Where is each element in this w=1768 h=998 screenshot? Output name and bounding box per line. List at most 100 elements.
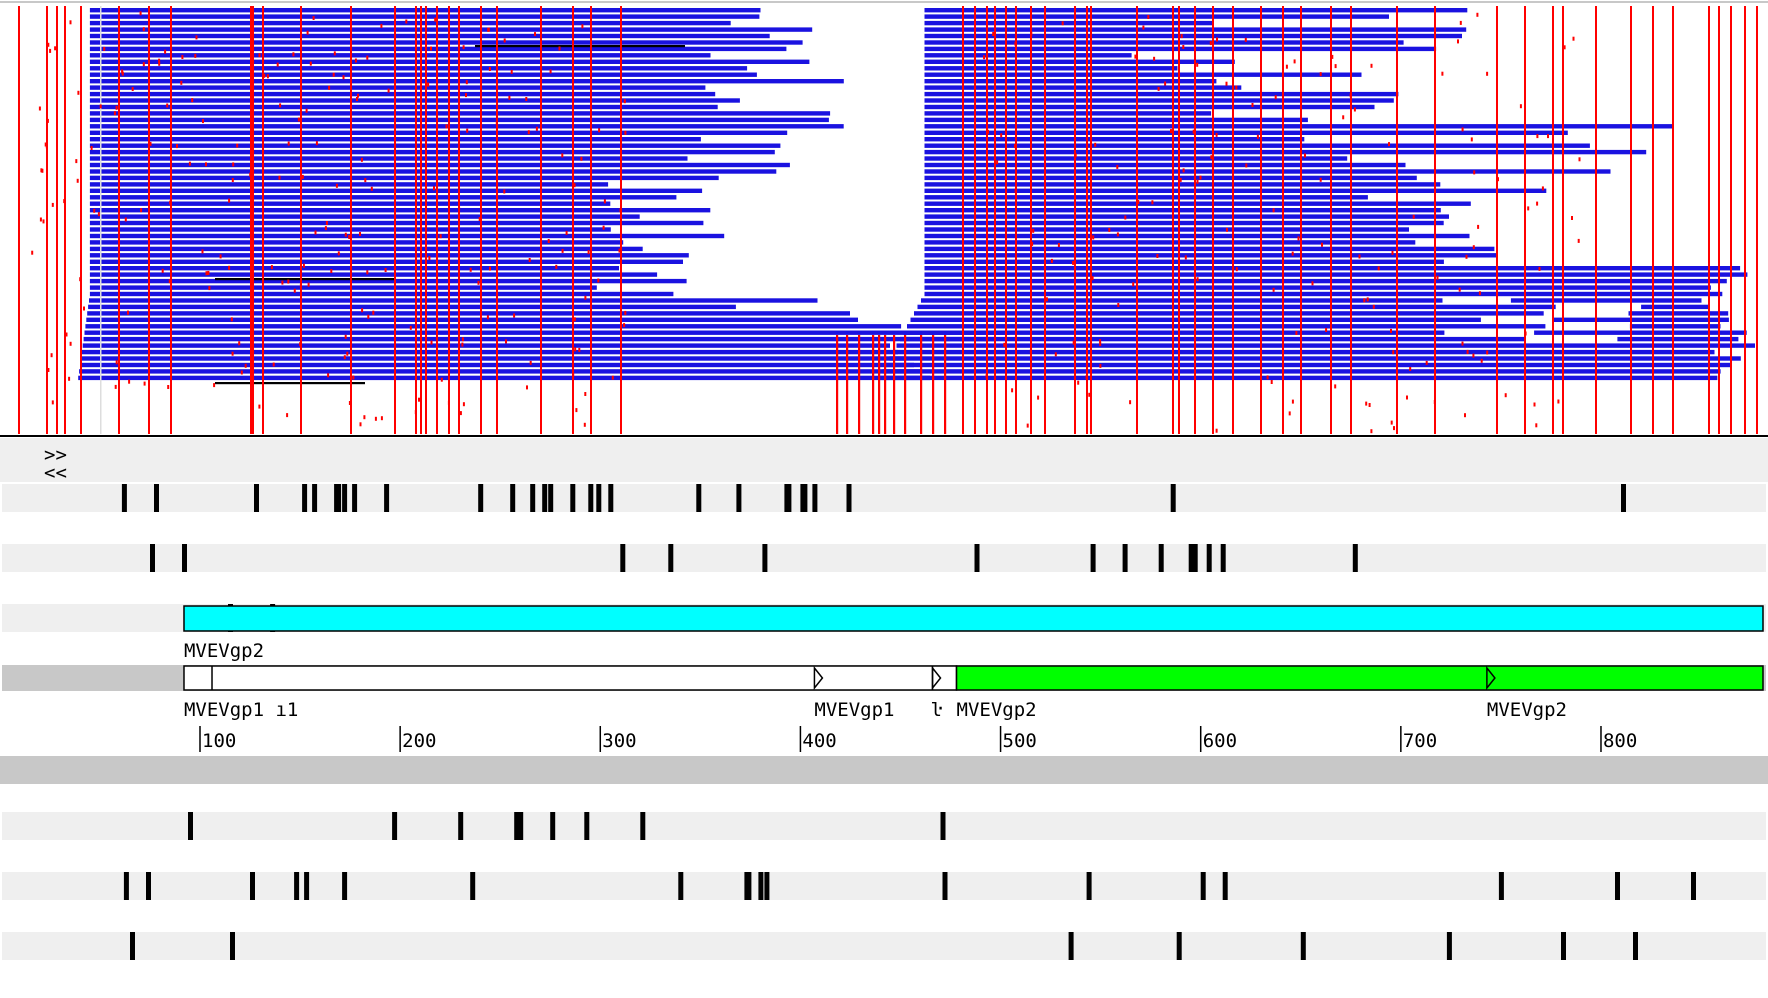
read[interactable] [89,53,711,58]
read[interactable] [89,14,760,19]
stop-codon[interactable] [312,484,318,512]
read[interactable] [893,349,1715,355]
stop-codon[interactable] [1446,932,1452,960]
read[interactable] [89,98,740,103]
stop-codon[interactable] [1633,932,1638,960]
stop-codon[interactable] [458,812,464,840]
read[interactable] [89,149,775,155]
read[interactable] [889,356,1741,361]
stop-codon[interactable] [802,484,808,512]
read[interactable] [89,246,643,252]
read[interactable] [924,214,1450,219]
read[interactable] [89,27,813,32]
read[interactable] [924,253,1498,258]
stop-codon[interactable] [518,812,524,840]
read[interactable] [89,208,711,213]
stop-codon[interactable] [764,872,770,900]
read[interactable] [910,317,1729,322]
stop-codon[interactable] [974,544,980,572]
stop-codon[interactable] [942,872,948,900]
read[interactable] [896,343,1756,348]
read[interactable] [89,66,748,71]
gene-mvevgp1-box[interactable] [183,665,958,691]
stop-codon[interactable] [182,544,187,572]
stop-codon[interactable] [1158,544,1164,572]
stop-codon[interactable] [620,544,626,572]
read[interactable] [924,72,1362,77]
stop-codon[interactable] [254,484,259,512]
read[interactable] [924,143,1590,148]
stop-codon[interactable] [758,872,764,900]
read[interactable] [89,33,770,39]
read[interactable] [900,336,1739,342]
stop-codon[interactable] [640,812,646,840]
stop-codon[interactable] [384,484,390,512]
read[interactable] [924,233,1470,239]
read[interactable] [914,311,1729,316]
stop-codon[interactable] [510,484,516,512]
read[interactable] [89,195,677,200]
read[interactable] [924,14,1390,19]
read[interactable] [924,79,1217,84]
read[interactable] [924,98,1394,103]
stop-codon[interactable] [786,484,792,512]
read[interactable] [89,240,624,245]
read[interactable] [89,72,757,77]
stop-codon[interactable] [1352,544,1358,572]
read[interactable] [907,324,1721,329]
read[interactable] [89,162,790,168]
stop-codon[interactable] [230,932,235,960]
stop-codon[interactable] [668,544,674,572]
stop-codon[interactable] [392,812,398,840]
stop-codon[interactable] [696,484,702,512]
read[interactable] [924,169,1611,174]
read[interactable] [89,182,609,187]
stop-codon[interactable] [736,484,742,512]
stop-codon[interactable] [1090,544,1096,572]
read[interactable] [924,156,1348,161]
read[interactable] [924,111,1212,116]
read[interactable] [924,124,1673,129]
stop-codon[interactable] [302,484,308,512]
stop-codon[interactable] [584,812,590,840]
read[interactable] [924,175,1417,181]
stop-codon[interactable] [1220,544,1226,572]
read[interactable] [89,85,706,90]
stop-codon[interactable] [146,872,151,900]
read[interactable] [924,266,1741,271]
read[interactable] [924,130,1568,135]
stop-codon[interactable] [940,812,946,840]
stop-codon[interactable] [1621,484,1626,512]
stop-codon[interactable] [762,544,768,572]
scroll-right-control[interactable]: >> [44,444,67,466]
stop-codon[interactable] [1176,932,1182,960]
read[interactable] [924,272,1748,277]
read[interactable] [924,220,1444,226]
stop-codon[interactable] [478,484,484,512]
read[interactable] [89,233,725,239]
stop-codon[interactable] [1200,872,1206,900]
read[interactable] [924,201,1471,206]
stop-codon[interactable] [336,484,342,512]
stop-codon[interactable] [542,484,548,512]
gene-mvevgp2-box[interactable] [955,665,1764,691]
stop-codon[interactable] [846,484,852,512]
stop-codon[interactable] [514,812,520,840]
stop-codon[interactable] [1192,544,1198,572]
read[interactable] [89,278,687,284]
stop-codon[interactable] [588,484,594,512]
read[interactable] [89,20,731,26]
read[interactable] [924,195,1368,200]
read[interactable] [87,311,850,316]
read[interactable] [924,53,1132,58]
read[interactable] [80,356,906,361]
read[interactable] [924,91,1399,97]
read[interactable] [89,169,777,174]
read[interactable] [924,162,1406,168]
stop-codon[interactable] [608,484,614,512]
read[interactable] [83,336,995,342]
stop-codon[interactable] [342,872,348,900]
read[interactable] [79,369,923,374]
read[interactable] [924,182,1441,187]
